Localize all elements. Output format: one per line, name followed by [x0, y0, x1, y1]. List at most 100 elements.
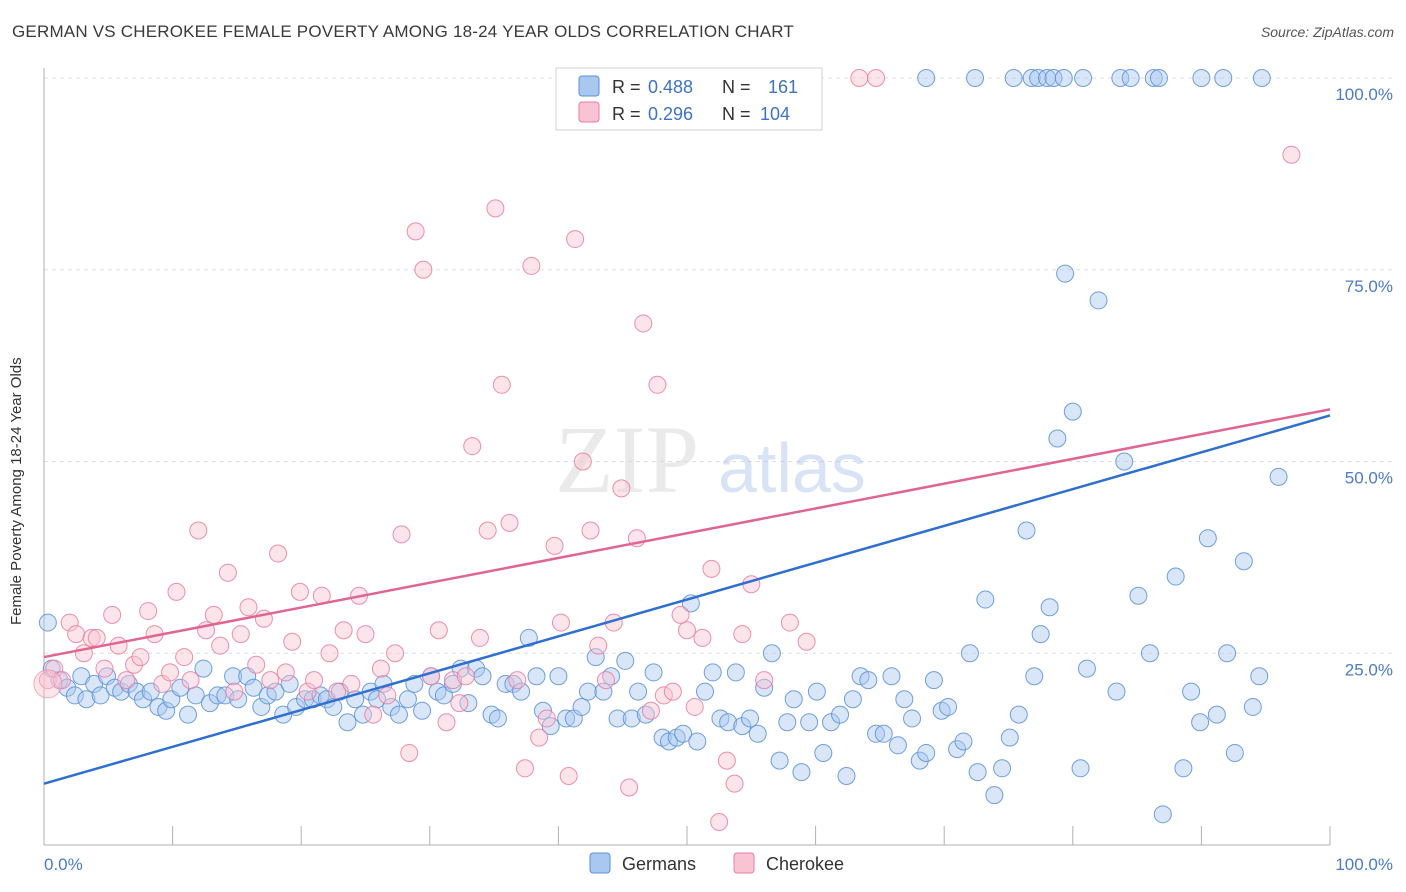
data-point	[1149, 69, 1168, 87]
data-point	[612, 479, 631, 498]
data-point	[733, 625, 752, 644]
data-point	[1031, 625, 1050, 644]
data-point	[993, 759, 1012, 778]
data-point	[406, 222, 425, 241]
data-point	[778, 713, 797, 732]
data-point	[103, 605, 122, 624]
data-point	[134, 690, 153, 709]
data-point	[280, 674, 299, 693]
data-point	[53, 671, 72, 690]
data-point	[1063, 402, 1082, 421]
data-point	[334, 621, 353, 640]
data-point	[859, 671, 878, 690]
data-point	[581, 521, 600, 540]
data-point	[1004, 69, 1023, 87]
data-point	[167, 582, 186, 601]
data-point	[161, 663, 180, 682]
data-point	[131, 648, 150, 667]
legend-n-label: N =	[722, 104, 751, 124]
data-point	[726, 663, 745, 682]
data-point	[109, 636, 128, 655]
trend-lines	[43, 408, 1331, 785]
data-point	[500, 513, 519, 532]
data-point	[208, 686, 227, 705]
data-point	[719, 713, 738, 732]
data-point	[573, 452, 592, 471]
data-point	[38, 613, 57, 632]
data-point	[298, 682, 317, 701]
data-point	[1191, 713, 1210, 732]
data-point	[594, 682, 613, 701]
data-point	[368, 690, 387, 709]
legend-n-value: 161	[768, 77, 798, 97]
data-point	[179, 705, 198, 724]
data-point	[437, 713, 456, 732]
data-point	[266, 682, 285, 701]
data-point	[725, 774, 744, 793]
bottom-legend-label-germans: Germans	[622, 854, 696, 874]
data-point	[641, 701, 660, 720]
data-point	[622, 709, 641, 728]
data-point	[87, 628, 106, 647]
legend-box: R = 0.488 N = 161 R = 0.296 N = 104	[555, 67, 823, 131]
data-point	[792, 763, 811, 782]
data-point	[200, 694, 219, 713]
data-point	[389, 705, 408, 724]
source-label: Source: ZipAtlas.com	[1260, 24, 1394, 40]
legend-r-label: R =	[612, 104, 641, 124]
data-point	[356, 625, 375, 644]
data-point	[755, 678, 774, 697]
data-point	[903, 709, 922, 728]
data-point	[515, 759, 534, 778]
data-point	[519, 628, 538, 647]
data-point	[1282, 145, 1301, 164]
data-point	[634, 314, 653, 333]
y-tick-label: 100.0%	[1335, 85, 1393, 104]
data-point	[1269, 467, 1288, 486]
data-point	[91, 686, 110, 705]
data-point	[1077, 659, 1096, 678]
data-point	[283, 632, 302, 651]
data-point	[850, 69, 869, 87]
data-point	[693, 628, 712, 647]
data-point	[392, 525, 411, 544]
legend-r-label: R =	[612, 77, 641, 97]
data-point	[175, 648, 194, 667]
data-point	[1214, 69, 1233, 87]
data-point	[976, 590, 995, 609]
germans-points	[38, 69, 1288, 824]
data-point	[512, 682, 531, 701]
data-point	[82, 628, 101, 647]
data-point	[762, 644, 781, 663]
data-point	[843, 690, 862, 709]
data-point	[473, 667, 492, 686]
data-point	[77, 690, 96, 709]
data-point	[784, 690, 803, 709]
data-point	[807, 682, 826, 701]
data-point	[589, 636, 608, 655]
x-tick-label-min: 0.0%	[44, 855, 83, 874]
data-point	[1074, 69, 1093, 87]
data-point	[194, 659, 213, 678]
data-point	[960, 644, 979, 663]
data-point	[508, 671, 527, 690]
data-point	[671, 605, 690, 624]
data-point	[204, 605, 223, 624]
data-point	[1111, 69, 1130, 87]
data-point	[1218, 644, 1237, 663]
legend-n-label: N =	[722, 77, 751, 97]
data-point	[895, 690, 914, 709]
data-point	[822, 713, 841, 732]
data-point	[545, 536, 564, 555]
data-point	[620, 778, 639, 797]
data-point	[1022, 69, 1041, 87]
data-point	[674, 724, 693, 743]
data-point	[139, 602, 158, 621]
data-point	[1192, 69, 1211, 87]
data-point	[755, 671, 774, 690]
data-point	[663, 682, 682, 701]
data-point	[496, 674, 515, 693]
y-axis-label: Female Poverty Among 18-24 Year Olds	[8, 357, 25, 625]
data-point	[364, 705, 383, 724]
data-point	[1048, 429, 1067, 448]
